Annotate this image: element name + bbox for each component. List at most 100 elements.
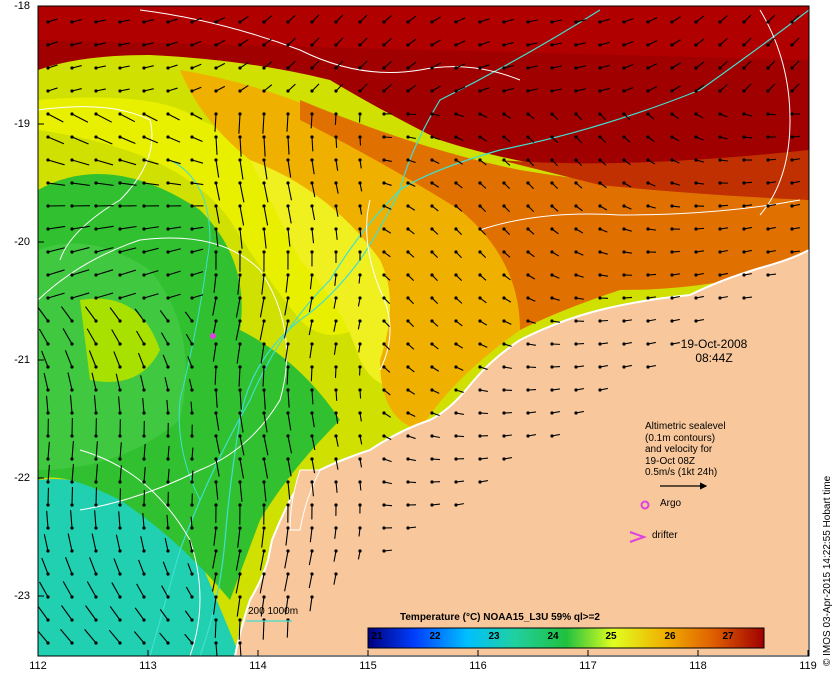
velocity-arrow-base [742,43,746,47]
velocity-arrow [287,182,293,201]
altimetry-line: and velocity for [645,444,713,455]
velocity-arrow [184,610,193,621]
velocity-arrow-base [742,227,746,231]
velocity-arrow [333,297,337,309]
velocity-arrow [335,389,338,401]
argo-legend-marker [640,500,650,510]
velocity-arrow [191,159,204,164]
velocity-arrow-base [622,250,626,254]
velocity-arrow-base [574,20,578,24]
velocity-arrow-base [622,181,626,185]
velocity-arrow-base [478,89,482,93]
velocity-arrow-base [430,434,434,438]
velocity-arrow [84,629,97,644]
velocity-arrow [599,64,610,69]
velocity-arrow-base [550,112,554,116]
velocity-arrow-base [262,43,266,47]
velocity-arrow [311,481,314,497]
velocity-arrow-base [46,618,50,622]
velocity-arrow-base [310,43,314,47]
velocity-arrow-base [238,89,242,93]
velocity-arrow-base [142,457,146,461]
velocity-arrow-base [214,250,218,254]
velocity-arrow-base [118,572,122,576]
velocity-arrow-base [118,411,122,415]
velocity-arrow [647,40,658,46]
velocity-arrow-base [142,43,146,47]
velocity-arrow [215,412,220,431]
velocity-arrow [215,435,221,454]
velocity-arrow [479,18,490,23]
velocity-arrow-base [46,319,50,323]
velocity-arrow-base [382,135,386,139]
velocity-arrow-base [46,342,50,346]
velocity-arrow [335,83,344,92]
velocity-arrow-base [718,66,722,70]
velocity-arrow-base [118,526,122,530]
velocity-arrow-base [262,112,266,116]
velocity-arrow-base [382,480,386,484]
velocity-arrow-base [190,595,194,599]
velocity-arrow-base [526,342,530,346]
velocity-arrow-base [190,273,194,277]
velocity-arrow [119,442,122,460]
velocity-arrow-base [214,503,218,507]
velocity-arrow-base [190,618,194,622]
velocity-arrow-base [310,227,314,231]
velocity-arrow-base [190,457,194,461]
velocity-arrow-base [142,296,146,300]
velocity-arrow-base [766,20,770,24]
velocity-arrow-base [766,135,770,139]
velocity-arrow [259,297,265,318]
velocity-arrow-base [166,43,170,47]
velocity-arrow-base [118,641,122,645]
velocity-arrow-base [238,618,242,622]
velocity-arrow [695,15,705,23]
velocity-arrow-base [478,319,482,323]
velocity-arrow [215,182,221,201]
velocity-arrow [71,247,90,253]
velocity-arrow-base [646,342,650,346]
velocity-arrow [383,61,392,69]
velocity-arrow-base [694,250,698,254]
velocity-arrow-base [118,595,122,599]
velocity-arrow-base [334,503,338,507]
velocity-arrow-base [214,89,218,93]
velocity-arrow [143,42,154,46]
velocity-arrow [89,557,97,575]
velocity-arrow [647,17,658,23]
velocity-arrow-base [670,135,674,139]
velocity-arrow [311,205,316,221]
velocity-arrow [263,228,267,249]
velocity-arrow-base [550,89,554,93]
velocity-arrow-base [454,457,458,461]
velocity-arrow-base [142,549,146,553]
velocity-arrow-base [46,365,50,369]
velocity-arrow-base [358,526,362,530]
velocity-arrow-base [358,66,362,70]
colorbar-tick: 21 [371,631,383,642]
velocity-arrow-base [790,20,794,24]
velocity-arrow [143,293,159,299]
velocity-arrow-base [166,112,170,116]
velocity-arrow [527,42,538,46]
velocity-arrow-base [766,181,770,185]
velocity-arrow-base [334,342,338,346]
velocity-arrow [335,37,344,46]
velocity-arrow [137,352,145,368]
velocity-arrow-base [142,480,146,484]
velocity-arrow [119,42,130,46]
velocity-arrow-base [622,20,626,24]
velocity-arrow [311,228,315,244]
velocity-arrow [115,373,121,391]
velocity-arrow-base [94,89,98,93]
velocity-arrow-base [70,112,74,116]
velocity-arrow-base [70,595,74,599]
velocity-arrow [47,64,58,69]
velocity-arrow-base [334,43,338,47]
velocity-arrow-base [214,388,218,392]
velocity-arrow-base [478,342,482,346]
velocity-arrow [45,395,49,414]
velocity-arrow-base [214,296,218,300]
velocity-arrow-base [70,20,74,24]
